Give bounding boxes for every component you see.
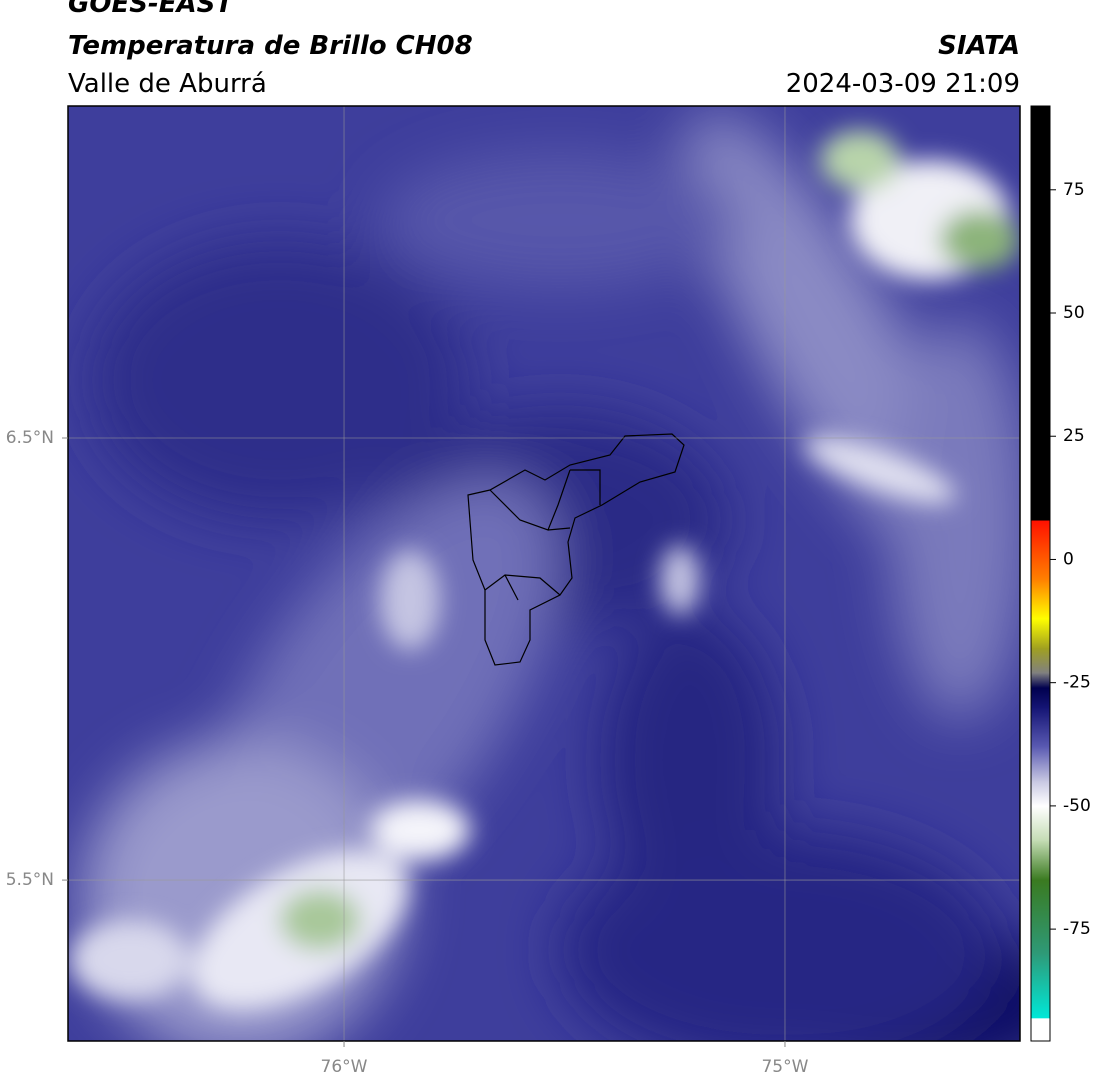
colorbar-tick-label: -50 bbox=[1063, 796, 1091, 816]
subtitle: Temperatura de Brillo CH08 bbox=[68, 31, 473, 61]
colorbar-segment bbox=[1031, 618, 1050, 649]
x-tick-label: 76°W bbox=[321, 1057, 368, 1077]
title: GOES-EAST bbox=[68, 0, 235, 19]
datetime: 2024-03-09 21:09 bbox=[786, 69, 1020, 99]
colorbar-segment bbox=[1031, 672, 1050, 689]
colorbar-segment bbox=[1031, 879, 1050, 955]
colorbar-segment bbox=[1031, 805, 1050, 841]
colorbar-segment bbox=[1031, 648, 1050, 674]
colorbar-segment bbox=[1031, 687, 1050, 708]
colorbar-segment bbox=[1031, 953, 1050, 1019]
colorbar-segment bbox=[1031, 106, 1050, 521]
y-tick-label: 6.5°N bbox=[6, 428, 54, 448]
colorbar-frame bbox=[1030, 105, 1051, 1042]
colorbar-segment bbox=[1031, 840, 1050, 881]
colorbar-segment bbox=[1031, 520, 1050, 580]
colorbar-segment bbox=[1031, 781, 1050, 807]
colorbar-tick-label: 75 bbox=[1063, 180, 1085, 200]
colorbar-segment bbox=[1031, 1017, 1050, 1042]
colorbar-tick-label: 25 bbox=[1063, 426, 1085, 446]
region: Valle de Aburrá bbox=[68, 69, 267, 99]
colorbar-segment bbox=[1031, 746, 1050, 782]
colorbar-tick-label: 50 bbox=[1063, 303, 1085, 323]
x-tick-label: 75°W bbox=[761, 1057, 808, 1077]
y-tick-label: 5.5°N bbox=[6, 870, 54, 890]
colorbar-segment bbox=[1031, 707, 1050, 748]
map-field bbox=[68, 106, 1020, 1041]
colorbar-tick-label: -25 bbox=[1063, 673, 1091, 693]
source: SIATA bbox=[938, 31, 1020, 61]
colorbar-tick-label: 0 bbox=[1063, 549, 1074, 569]
colorbar-tick-label: -75 bbox=[1063, 919, 1091, 939]
colorbar-segment bbox=[1031, 579, 1050, 620]
map-frame bbox=[67, 105, 1021, 1042]
